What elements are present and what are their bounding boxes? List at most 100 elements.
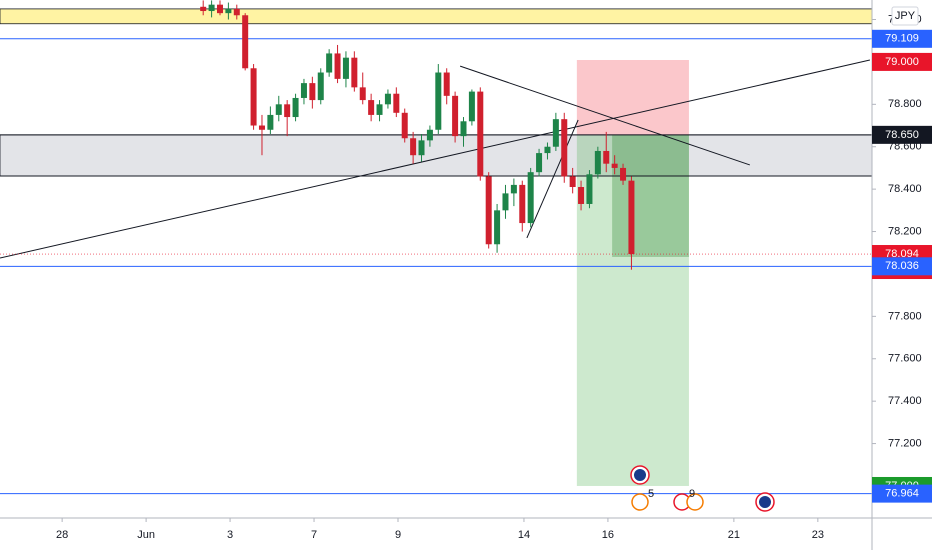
candle-body	[216, 4, 223, 14]
zone-band	[0, 8, 873, 25]
candle-body	[620, 167, 627, 181]
y-tick-label: 78.200	[888, 225, 922, 237]
candle-body	[628, 180, 635, 255]
price-badge	[872, 29, 932, 48]
candle-body	[561, 119, 568, 177]
price-badge-label: 78.094	[885, 248, 919, 260]
price-badge-label: 79.109	[885, 33, 919, 45]
candle-body	[502, 193, 509, 211]
candle-body	[594, 150, 601, 175]
candle-body	[334, 53, 341, 79]
x-tick-label: 7	[311, 529, 317, 541]
candle-body	[410, 138, 417, 156]
y-tick-label: 77.400	[888, 395, 922, 407]
candle-body	[351, 57, 358, 88]
candle-body	[527, 172, 534, 224]
candle-body	[435, 72, 442, 130]
y-tick-label: 78.400	[888, 183, 922, 195]
trend-line	[0, 59, 871, 259]
filled-zone	[612, 134, 689, 257]
candle-body	[233, 8, 240, 16]
price-badge-label: 78.650	[885, 129, 919, 141]
candle-body	[225, 8, 232, 14]
candle-body	[342, 57, 349, 79]
axes: 77.00077.20077.40077.60077.80078.00078.2…	[56, 13, 932, 541]
x-tick-label: 23	[812, 529, 824, 541]
candle-body	[460, 121, 467, 137]
candle-body	[284, 104, 291, 118]
trend-line	[459, 65, 750, 166]
y-tick-label: 77.200	[888, 437, 922, 449]
currency: JPY	[895, 10, 916, 22]
y-tick-label: 77.600	[888, 353, 922, 365]
candle-body	[401, 112, 408, 139]
candle-body	[326, 53, 333, 73]
candle-body	[443, 72, 450, 96]
candle-body	[578, 187, 585, 204]
event-icon[interactable]	[631, 493, 649, 511]
candle-body	[510, 184, 517, 194]
price-badge-label: 76.964	[885, 488, 919, 500]
candle-body	[292, 97, 299, 118]
x-tick-label: Jun	[137, 529, 155, 541]
x-tick-label: 16	[602, 529, 614, 541]
candle-body	[376, 104, 383, 115]
price-badge	[872, 257, 932, 276]
candle-body	[485, 176, 492, 245]
y-tick-label: 77.800	[888, 310, 922, 322]
x-tick-label: 14	[518, 529, 530, 541]
candle-body	[569, 176, 576, 188]
candle-body	[267, 114, 274, 130]
event-count: 9	[689, 488, 695, 500]
price-badge-label: 78.036	[885, 260, 919, 272]
zone-band	[0, 134, 873, 177]
candle-body	[384, 93, 391, 105]
candle-body	[242, 15, 249, 69]
candle-body	[393, 93, 400, 113]
stop-zone	[576, 60, 689, 135]
price-badge-label: 79.000	[885, 56, 919, 68]
flag-icon-inner	[759, 496, 771, 508]
price-badge	[872, 52, 932, 71]
candle-body	[426, 129, 433, 141]
candle-body	[418, 140, 425, 156]
candle-body	[519, 184, 526, 224]
x-tick-label: 3	[227, 529, 233, 541]
price-badge	[872, 484, 932, 503]
candle-body	[208, 4, 215, 12]
candle-body	[200, 6, 207, 12]
candle-body	[452, 95, 459, 137]
currency-box	[891, 6, 919, 26]
candle-body	[552, 119, 559, 147]
event-count: 5	[648, 488, 654, 500]
x-tick-label: 9	[395, 529, 401, 541]
candle-body	[468, 91, 475, 122]
candle-body	[586, 174, 593, 204]
candle-body	[250, 68, 257, 126]
candle-body	[544, 146, 551, 154]
x-tick-label: 28	[56, 529, 68, 541]
candle-body	[275, 104, 282, 115]
candle-body	[536, 153, 543, 173]
candle-body	[300, 83, 307, 98]
candle-body	[309, 83, 316, 101]
flag-icon-inner	[634, 469, 646, 481]
candle-body	[494, 210, 501, 245]
plot-area	[0, 0, 873, 495]
y-tick-label: 78.800	[888, 98, 922, 110]
candle-body	[258, 125, 265, 130]
candle-body	[477, 91, 484, 177]
candle-body	[359, 87, 366, 101]
candle-body	[368, 100, 375, 115]
candle-body	[317, 72, 324, 101]
candle-body	[611, 163, 618, 168]
event-icons: 5 9	[630, 465, 775, 512]
x-tick-label: 21	[728, 529, 740, 541]
event-icon[interactable]	[686, 493, 704, 511]
candle-body	[603, 150, 610, 164]
trend-line	[526, 119, 579, 239]
price-badge	[872, 125, 932, 144]
